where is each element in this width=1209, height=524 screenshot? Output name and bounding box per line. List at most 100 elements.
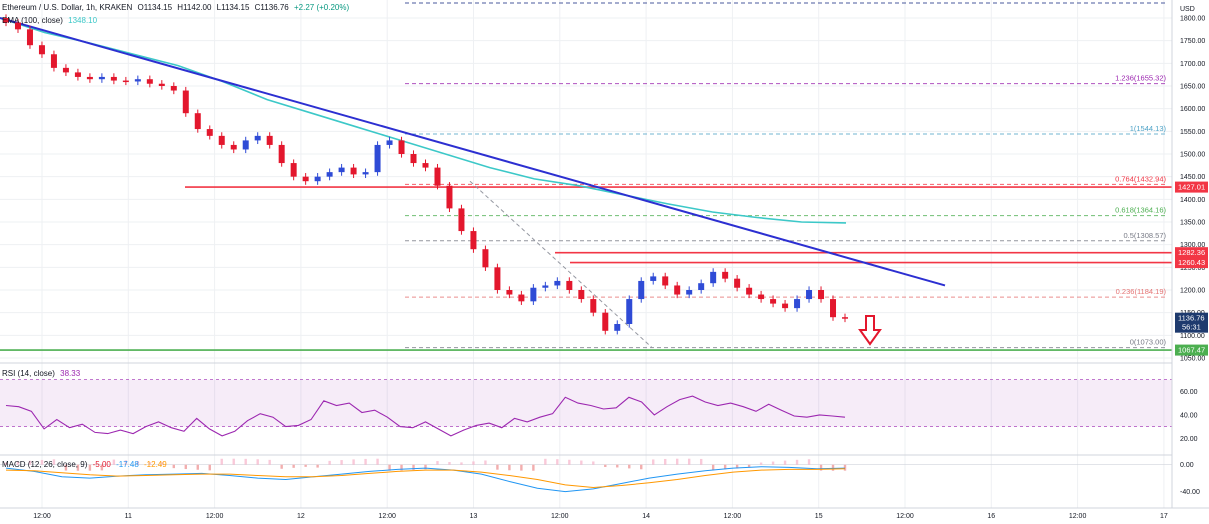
price-badge-label: 1260.43 [1178, 258, 1205, 267]
macd-histogram-bar [352, 459, 355, 465]
candle-body [554, 280, 561, 286]
time-tick-label: 14 [642, 513, 650, 520]
price-tick-label: 1600.00 [1180, 106, 1205, 113]
macd-histogram-bar [280, 464, 283, 469]
change-value: +2.27 (+0.20%) [294, 3, 350, 12]
macd-histogram-bar [148, 462, 152, 465]
rsi-tick-label: 20.00 [1180, 436, 1198, 443]
macd-histogram-bar [807, 459, 811, 465]
time-tick-label: 17 [1160, 513, 1168, 520]
macd-histogram-bar [88, 464, 92, 471]
macd-tick-label: -40.00 [1180, 489, 1200, 496]
candle-body [494, 267, 501, 290]
candle-body [98, 76, 105, 80]
candle-body [626, 299, 633, 324]
candle-body [506, 290, 513, 295]
down-arrow-shape [858, 315, 882, 346]
macd-histogram-bar [412, 464, 415, 470]
candle-body [194, 113, 201, 130]
rsi-line [5, 395, 846, 437]
price-badge [1175, 257, 1208, 269]
candle-body [386, 140, 393, 145]
price-tick-label: 1450.00 [1180, 174, 1205, 181]
price-tick-label: 1750.00 [1180, 38, 1205, 45]
candle-body [470, 231, 477, 250]
macd-histogram-bar [52, 459, 56, 465]
candle-body [110, 76, 117, 81]
macd-histogram-bar [460, 462, 463, 465]
price-tick-label: 1300.00 [1180, 242, 1205, 249]
open-value: O1134.15 [137, 3, 173, 12]
macd-histogram-bar [568, 459, 571, 465]
grid [0, 0, 1172, 508]
candle-body [170, 86, 177, 91]
candle-body [842, 317, 848, 319]
macd-histogram-bar [771, 461, 775, 465]
macd-histogram-bar [340, 460, 343, 465]
price-tick-label: 1400.00 [1180, 197, 1205, 204]
macd-histogram-bar [136, 461, 140, 465]
candle-body [74, 72, 81, 77]
price-badge-label: 1427.01 [1178, 183, 1205, 192]
macd-histogram-bar [472, 461, 475, 465]
rsi-header: RSI (14, close) 38.33 [2, 369, 83, 378]
rsi-label: RSI (14, close) [2, 369, 55, 378]
fib-label: 0(1073.00) [1130, 338, 1167, 347]
time-tick-label: 12 [297, 513, 305, 520]
macd-histogram-bar [436, 461, 439, 465]
candle-body [518, 294, 525, 302]
candles [3, 14, 848, 335]
candle-body [590, 299, 597, 313]
trendline [0, 17, 946, 348]
candle-body [62, 67, 69, 73]
high-value: H1142.00 [177, 3, 212, 12]
time-tick-label: 11 [125, 513, 132, 520]
macd-histogram-bar [496, 464, 499, 470]
candle-body [458, 208, 465, 232]
fib-label: 0.618(1364.16) [1115, 206, 1166, 215]
price-badge-label: 1067.47 [1178, 346, 1205, 355]
ema-line [0, 17, 847, 224]
macd-histogram-bar [400, 464, 403, 471]
candle-body [806, 290, 813, 300]
rsi-tick-label: 60.00 [1180, 389, 1198, 396]
time-tick-label: 12:00 [724, 513, 742, 520]
rsi-value: 38.33 [60, 369, 81, 378]
candle-body [686, 290, 693, 295]
rsi-tick-label: 40.00 [1180, 412, 1198, 419]
price-tick-label: 1200.00 [1180, 288, 1205, 295]
macd-histogram-bar [112, 459, 116, 465]
candle-body [698, 283, 705, 290]
horizontal-lines [0, 186, 1172, 351]
macd-histogram-bar [100, 464, 104, 471]
candle-body [530, 287, 537, 302]
candle-body [818, 290, 825, 300]
time-tick-label: 12:00 [206, 513, 224, 520]
candle-body [578, 290, 585, 300]
price-badge-label: 1282.36 [1178, 248, 1205, 257]
candle-body [794, 299, 801, 309]
candle-body [650, 276, 657, 281]
macd-histogram-bar [508, 464, 511, 471]
price-tick-label: 1700.00 [1180, 61, 1205, 68]
macd-v2: -17.48 [116, 460, 139, 469]
price-tick-label: 1050.00 [1180, 356, 1205, 363]
macd-panel: 0.00 -40.00 [0, 458, 1200, 496]
macd-histogram-bar [628, 464, 631, 469]
symbol-header: Ethereum / U.S. Dollar, 1h, KRAKEN O1134… [2, 3, 352, 12]
macd-histogram-bar [292, 464, 295, 468]
macd-histogram-bar [328, 460, 331, 465]
candle-body [146, 79, 153, 84]
candle-body [710, 271, 717, 284]
candle-body [446, 185, 453, 209]
candle-body [50, 54, 57, 68]
macd-histogram-bar [819, 464, 823, 471]
macd-histogram-bar [520, 464, 523, 471]
candle-body [662, 276, 669, 286]
macd-histogram-bar [735, 464, 739, 469]
candle-body [122, 80, 129, 83]
time-tick-label: 12:00 [896, 513, 914, 520]
fib-swing-line [469, 180, 653, 348]
